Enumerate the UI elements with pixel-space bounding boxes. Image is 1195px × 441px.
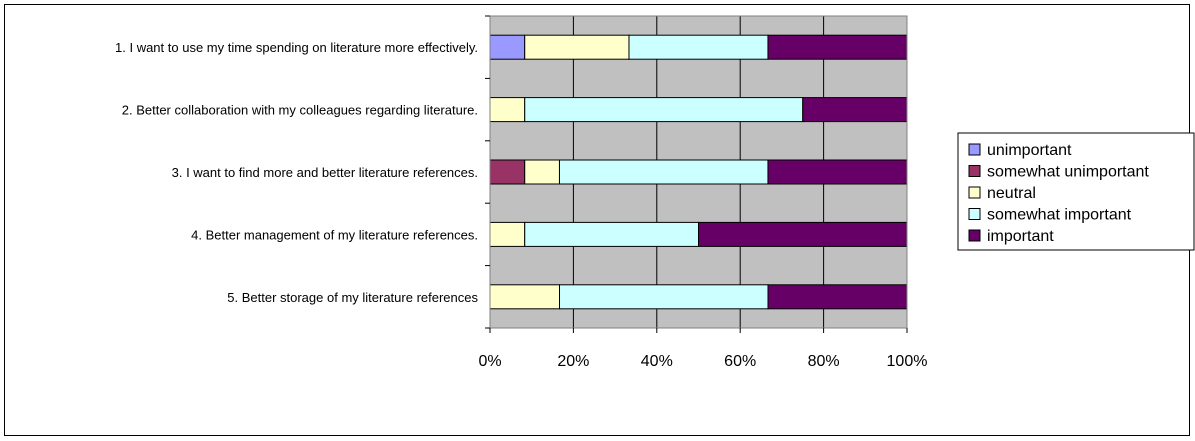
bar-segment-unimportant bbox=[489, 34, 526, 60]
bar-segment-important bbox=[767, 284, 908, 310]
axes bbox=[485, 15, 908, 333]
category-label: 3. I want to find more and better litera… bbox=[172, 165, 478, 180]
x-tick-label: 40% bbox=[641, 353, 673, 370]
legend-swatch bbox=[968, 208, 981, 220]
bar-segment-somewhat-important bbox=[524, 221, 699, 247]
legend-box bbox=[957, 132, 1195, 251]
category-labels: 1. I want to use my time spending on lit… bbox=[115, 40, 478, 305]
bar-segment-neutral bbox=[489, 221, 526, 247]
legend-label: important bbox=[987, 228, 1054, 245]
bar-segment-somewhat-important bbox=[558, 159, 769, 185]
legend-label: somewhat important bbox=[987, 207, 1132, 224]
bar-segment-neutral bbox=[524, 159, 560, 185]
bar-segment-important bbox=[767, 34, 908, 60]
legend-label: neutral bbox=[987, 185, 1036, 202]
legend: unimportant somewhat unimportant neutral so… bbox=[957, 132, 1195, 251]
bar-segment-important bbox=[802, 97, 908, 123]
category-label: 5. Better storage of my literature refer… bbox=[227, 290, 478, 305]
bar-segment-important bbox=[767, 159, 908, 185]
bar-segment-somewhat-important bbox=[628, 34, 769, 60]
category-label: 2. Better collaboration with my colleagu… bbox=[122, 103, 478, 118]
bar-segment-important bbox=[698, 221, 908, 247]
legend-swatch bbox=[968, 229, 981, 242]
plot-border bbox=[489, 15, 908, 329]
x-tick-label: 20% bbox=[557, 353, 589, 370]
bar-segment-somewhat-important bbox=[524, 97, 804, 123]
bar-segment-somewhat-unimportant bbox=[489, 159, 526, 185]
x-tick-label: 60% bbox=[724, 353, 756, 370]
category-label: 4. Better management of my literature re… bbox=[191, 227, 478, 242]
x-tick-label: 100% bbox=[887, 353, 928, 370]
x-tick-labels: 0% 20% 40% 60% 80% 100% bbox=[478, 353, 927, 370]
legend-label: unimportant bbox=[987, 142, 1072, 159]
bar-segment-neutral bbox=[524, 34, 630, 60]
legend-swatch bbox=[968, 186, 981, 199]
category-label: 1. I want to use my time spending on lit… bbox=[115, 40, 478, 55]
x-tick-label: 0% bbox=[478, 353, 501, 370]
bar-segment-somewhat-important bbox=[559, 284, 769, 310]
bar-segment-neutral bbox=[489, 284, 561, 310]
legend-swatch bbox=[968, 143, 981, 156]
x-tick-label: 80% bbox=[808, 353, 840, 370]
legend-swatch bbox=[968, 165, 981, 177]
legend-label: somewhat unimportant bbox=[987, 164, 1149, 181]
bar-segment-neutral bbox=[489, 97, 526, 123]
bars bbox=[489, 34, 908, 310]
